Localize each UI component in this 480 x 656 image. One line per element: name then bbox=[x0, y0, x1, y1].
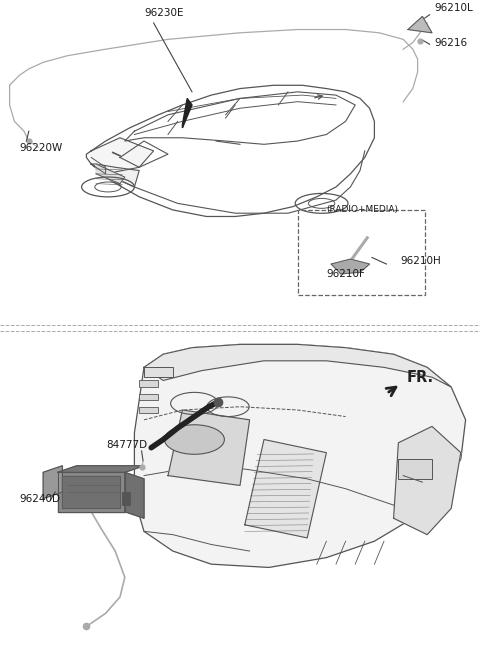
Text: 96230E: 96230E bbox=[144, 9, 183, 18]
Text: 84777D: 84777D bbox=[107, 440, 148, 450]
Text: 96220W: 96220W bbox=[19, 143, 62, 153]
Polygon shape bbox=[144, 344, 451, 387]
Text: FR.: FR. bbox=[407, 370, 434, 385]
Text: (RADIO+MEDIA): (RADIO+MEDIA) bbox=[326, 205, 398, 214]
Polygon shape bbox=[245, 440, 326, 538]
FancyBboxPatch shape bbox=[139, 380, 158, 387]
Polygon shape bbox=[58, 466, 144, 472]
Text: 96210L: 96210L bbox=[434, 3, 473, 14]
Polygon shape bbox=[168, 410, 250, 485]
Polygon shape bbox=[96, 164, 125, 184]
FancyBboxPatch shape bbox=[144, 367, 173, 377]
Text: 96210F: 96210F bbox=[326, 269, 365, 279]
FancyBboxPatch shape bbox=[398, 459, 432, 479]
FancyBboxPatch shape bbox=[139, 394, 158, 400]
Polygon shape bbox=[182, 98, 192, 128]
Text: 96240D: 96240D bbox=[19, 494, 60, 504]
FancyBboxPatch shape bbox=[139, 407, 158, 413]
Polygon shape bbox=[43, 466, 62, 499]
Polygon shape bbox=[331, 259, 370, 274]
Polygon shape bbox=[58, 472, 125, 512]
FancyBboxPatch shape bbox=[122, 492, 130, 505]
Polygon shape bbox=[134, 344, 466, 567]
Polygon shape bbox=[91, 138, 154, 174]
Polygon shape bbox=[91, 164, 139, 187]
Polygon shape bbox=[394, 426, 461, 535]
Text: 96216: 96216 bbox=[434, 38, 468, 48]
Text: 96210H: 96210H bbox=[401, 256, 442, 266]
Polygon shape bbox=[62, 476, 120, 508]
Ellipse shape bbox=[164, 425, 225, 454]
Polygon shape bbox=[408, 16, 432, 33]
Polygon shape bbox=[125, 472, 144, 518]
